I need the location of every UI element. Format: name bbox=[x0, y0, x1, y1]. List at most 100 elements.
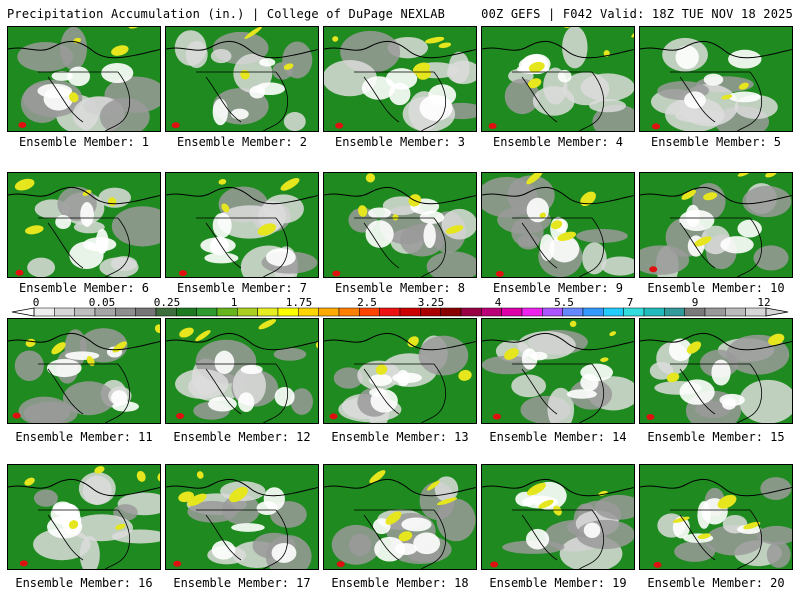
precip-field bbox=[640, 319, 792, 423]
precip-field bbox=[8, 173, 160, 277]
colorbar-segment bbox=[74, 307, 96, 317]
member-label-13: Ensemble Member: 13 bbox=[331, 430, 469, 444]
member-map-1 bbox=[7, 26, 161, 132]
colorbar-arrow-right bbox=[765, 307, 789, 317]
colorbar-tick-label: 3.25 bbox=[418, 296, 445, 309]
page-title: Precipitation Accumulation (in.) | Colle… bbox=[7, 7, 446, 21]
colorbar-segment bbox=[359, 307, 380, 317]
member-label-6: Ensemble Member: 6 bbox=[18, 281, 150, 295]
member-label-15: Ensemble Member: 15 bbox=[647, 430, 785, 444]
member-label-20: Ensemble Member: 20 bbox=[647, 576, 785, 590]
member-map-13 bbox=[323, 318, 477, 424]
colorbar-tick-label: 7 bbox=[627, 296, 634, 309]
precip-field bbox=[8, 27, 160, 131]
member-label-9: Ensemble Member: 9 bbox=[492, 281, 624, 295]
member-map-7 bbox=[165, 172, 319, 278]
member-label-4: Ensemble Member: 4 bbox=[492, 135, 624, 149]
colorbar-segment bbox=[542, 307, 563, 317]
member-label-10: Ensemble Member: 10 bbox=[647, 281, 785, 295]
colorbar-segment bbox=[582, 307, 604, 317]
member-label-12: Ensemble Member: 12 bbox=[173, 430, 311, 444]
colorbar-segment bbox=[277, 307, 299, 317]
colorbar-segment bbox=[115, 307, 136, 317]
member-label-3: Ensemble Member: 3 bbox=[334, 135, 466, 149]
member-label-1: Ensemble Member: 1 bbox=[18, 135, 150, 149]
member-label-2: Ensemble Member: 2 bbox=[176, 135, 308, 149]
member-label-7: Ensemble Member: 7 bbox=[176, 281, 308, 295]
colorbar-segment bbox=[481, 307, 502, 317]
precip-field bbox=[482, 27, 634, 131]
member-map-8 bbox=[323, 172, 477, 278]
colorbar-segment bbox=[298, 307, 319, 317]
colorbar-segment bbox=[216, 307, 238, 317]
colorbar-tick-label: 0.05 bbox=[89, 296, 116, 309]
colorbar-segment bbox=[257, 307, 279, 317]
member-map-2 bbox=[165, 26, 319, 132]
colorbar-segment bbox=[501, 307, 523, 317]
member-map-3 bbox=[323, 26, 477, 132]
precip-field bbox=[8, 465, 160, 569]
member-label-11: Ensemble Member: 11 bbox=[15, 430, 153, 444]
colorbar-segment bbox=[237, 307, 258, 317]
colorbar-segment bbox=[33, 307, 55, 317]
colorbar: 0 0.05 0.25 1 1.75 2.5 3.25 4 5.5 7 9 12 bbox=[11, 296, 789, 317]
colorbar-segment bbox=[399, 307, 421, 317]
precip-field bbox=[640, 465, 792, 569]
colorbar-segment bbox=[379, 307, 401, 317]
precip-field bbox=[166, 465, 318, 569]
member-map-5 bbox=[639, 26, 793, 132]
member-map-19 bbox=[481, 464, 635, 570]
member-label-18: Ensemble Member: 18 bbox=[331, 576, 469, 590]
precip-field bbox=[324, 173, 476, 277]
member-map-20 bbox=[639, 464, 793, 570]
member-label-17: Ensemble Member: 17 bbox=[173, 576, 311, 590]
colorbar-segment bbox=[603, 307, 624, 317]
colorbar-tick-label: 12 bbox=[757, 296, 770, 309]
member-map-6 bbox=[7, 172, 161, 278]
precip-field bbox=[482, 319, 634, 423]
member-label-16: Ensemble Member: 16 bbox=[15, 576, 153, 590]
colorbar-tick-label: 2.5 bbox=[357, 296, 377, 309]
colorbar-segment bbox=[562, 307, 584, 317]
member-label-19: Ensemble Member: 19 bbox=[489, 576, 627, 590]
colorbar-tick-label: 0 bbox=[33, 296, 40, 309]
member-map-15 bbox=[639, 318, 793, 424]
colorbar-tick-label: 1.75 bbox=[286, 296, 313, 309]
colorbar-segment bbox=[745, 307, 767, 317]
colorbar-tick-label: 0.25 bbox=[154, 296, 181, 309]
colorbar-segment bbox=[155, 307, 177, 317]
member-map-12 bbox=[165, 318, 319, 424]
member-map-14 bbox=[481, 318, 635, 424]
colorbar-segment bbox=[664, 307, 685, 317]
member-map-18 bbox=[323, 464, 477, 570]
colorbar-segment bbox=[196, 307, 218, 317]
precip-field bbox=[166, 319, 318, 423]
colorbar-segment bbox=[643, 307, 665, 317]
precip-field bbox=[8, 319, 160, 423]
member-label-5: Ensemble Member: 5 bbox=[650, 135, 782, 149]
member-map-16 bbox=[7, 464, 161, 570]
precip-field bbox=[640, 173, 792, 277]
precip-field bbox=[166, 27, 318, 131]
colorbar-segment bbox=[318, 307, 340, 317]
precip-field bbox=[640, 27, 792, 131]
colorbar-segment bbox=[338, 307, 360, 317]
precip-field bbox=[482, 173, 634, 277]
colorbar-segment bbox=[725, 307, 746, 317]
member-map-9 bbox=[481, 172, 635, 278]
colorbar-tick-label: 9 bbox=[692, 296, 699, 309]
colorbar-segment bbox=[176, 307, 197, 317]
member-label-8: Ensemble Member: 8 bbox=[334, 281, 466, 295]
colorbar-segment bbox=[521, 307, 543, 317]
colorbar-tick-label: 5.5 bbox=[554, 296, 574, 309]
member-map-11 bbox=[7, 318, 161, 424]
colorbar-arrow-left bbox=[11, 307, 35, 317]
precip-field bbox=[166, 173, 318, 277]
colorbar-segment bbox=[704, 307, 726, 317]
colorbar-tick-label: 1 bbox=[231, 296, 238, 309]
colorbar-segment bbox=[135, 307, 157, 317]
member-label-14: Ensemble Member: 14 bbox=[489, 430, 627, 444]
precip-field bbox=[482, 465, 634, 569]
member-map-10 bbox=[639, 172, 793, 278]
colorbar-segment bbox=[460, 307, 482, 317]
